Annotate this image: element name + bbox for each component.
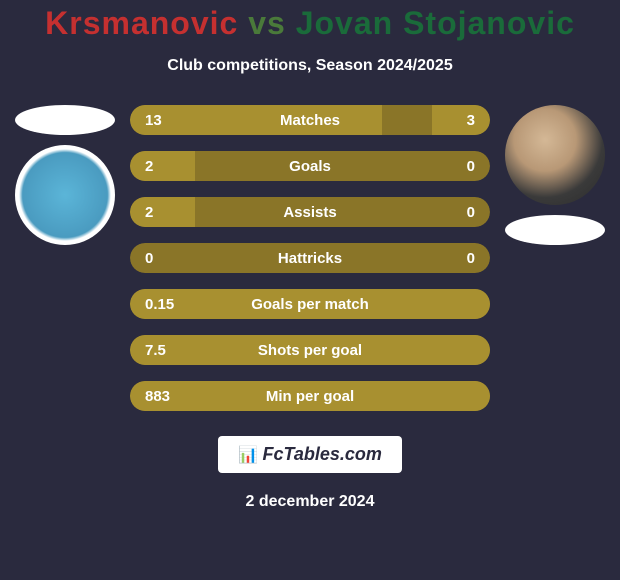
stat-label: Matches [280, 112, 340, 129]
stat-label: Assists [283, 204, 336, 221]
stat-label: Hattricks [278, 250, 342, 267]
bar-left-fill [130, 105, 382, 135]
logo-box: 📊 FcTables.com [218, 436, 402, 473]
bar-left-fill [130, 151, 195, 181]
comparison-title: Krsmanovic vs Jovan Stojanovic [0, 5, 620, 42]
stat-bar: 2 Assists 0 [130, 197, 490, 227]
player1-team-badge [15, 145, 115, 245]
logo-text: FcTables.com [263, 444, 382, 464]
main-area: 13 Matches 3 2 Goals 0 2 Assists 0 0 Hattricks 0 0.1… [0, 105, 620, 411]
header: Krsmanovic vs Jovan Stojanovic Club comp… [0, 0, 620, 75]
vs-text: vs [248, 5, 286, 41]
stat-value-left: 0 [145, 250, 153, 267]
player1-name: Krsmanovic [45, 5, 238, 41]
right-column [500, 105, 610, 245]
stat-bar: 13 Matches 3 [130, 105, 490, 135]
date-text: 2 december 2024 [0, 493, 620, 511]
stat-bar: 2 Goals 0 [130, 151, 490, 181]
player2-team-badge-placeholder [505, 215, 605, 245]
stat-label: Min per goal [266, 388, 354, 405]
stat-value-left: 13 [145, 112, 162, 129]
bar-right-fill [432, 105, 490, 135]
stat-label: Shots per goal [258, 342, 362, 359]
player2-avatar [505, 105, 605, 205]
stat-bar: 0 Hattricks 0 [130, 243, 490, 273]
player1-avatar-placeholder [15, 105, 115, 135]
stat-value-right: 3 [467, 112, 475, 129]
stat-bar: 0.15 Goals per match [130, 289, 490, 319]
stat-value-left: 7.5 [145, 342, 166, 359]
bar-left-fill [130, 197, 195, 227]
subtitle: Club competitions, Season 2024/2025 [0, 57, 620, 75]
stat-value-left: 2 [145, 204, 153, 221]
stat-value-right: 0 [467, 204, 475, 221]
footer: 📊 FcTables.com 2 december 2024 [0, 436, 620, 511]
chart-icon: 📊 [238, 447, 258, 464]
stat-value-left: 883 [145, 388, 170, 405]
stat-value-right: 0 [467, 158, 475, 175]
stat-value-right: 0 [467, 250, 475, 267]
stat-label: Goals per match [251, 296, 369, 313]
stat-bar: 883 Min per goal [130, 381, 490, 411]
left-column [10, 105, 120, 245]
stats-column: 13 Matches 3 2 Goals 0 2 Assists 0 0 Hattricks 0 0.1… [130, 105, 490, 411]
stat-value-left: 2 [145, 158, 153, 175]
stat-bar: 7.5 Shots per goal [130, 335, 490, 365]
stat-label: Goals [289, 158, 331, 175]
stat-value-left: 0.15 [145, 296, 174, 313]
player2-name: Jovan Stojanovic [296, 5, 575, 41]
